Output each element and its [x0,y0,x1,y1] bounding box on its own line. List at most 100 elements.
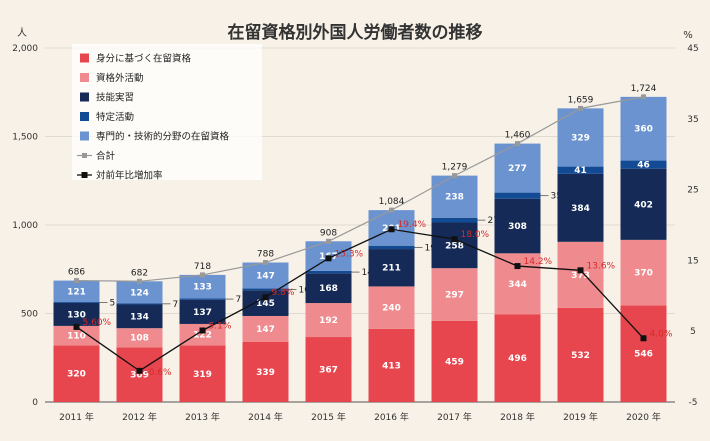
x-tick-label: 2012 年 [122,411,157,423]
bar-segment-label: 192 [319,316,338,326]
x-tick-label: 2018 年 [500,411,535,423]
y-axis-unit: 人 [17,27,27,39]
bar-segment [620,239,667,306]
bar-segment-label: 360 [634,125,653,135]
bar-segment [368,249,415,287]
bar-segment-label: 130 [67,310,86,320]
bar-segment-label: 240 [382,304,401,314]
bar-segment [242,288,289,291]
legend-swatch [80,112,89,121]
total-point [641,94,646,100]
y2-tick-label: 35 [687,115,698,125]
bar-segment [620,96,667,161]
bar-segment-label: 277 [508,164,527,174]
bar-segment [557,166,604,174]
bar-segment-label: 147 [256,325,275,335]
bar-segment-label: 402 [634,200,653,210]
total-point [515,141,520,147]
bar-segment-label: 320 [67,370,86,380]
bar-segment-label: 122 [193,331,212,341]
x-tick-label: 2011 年 [59,411,94,423]
total-point [200,272,205,278]
y2-tick-label: 5 [690,327,696,337]
bar-segment [557,241,604,308]
total-point [389,207,394,213]
bar-segment-label: 319 [193,370,212,380]
bar-segment-label: 134 [130,312,149,322]
growth-line: 5.60% -0.6% 5.1% 9.8% 15.3% 19.4% 18.0% 14.2% 13… [73,220,673,378]
total-label: 1,659 [568,95,594,105]
total-line: 686 682 718 788 908 1,084 1,279 1,460 1,659 1,724 [68,84,657,284]
bar-segment [431,217,478,223]
stacked-bars: 320 110 130 5 121 309 108 134 7 124 319 122 137 7 133 3… [53,96,667,402]
growth-label: 15.3% [335,249,364,259]
bar-segment-label: 133 [193,283,212,293]
bar-segment-label: 238 [445,193,464,203]
bar-segment [179,298,226,300]
total-label: 718 [194,262,211,272]
legend-box [72,44,262,180]
growth-label: 19.4% [398,220,427,230]
bar-segment-label: 19 [425,243,437,253]
growth-label: 9.8% [272,288,295,298]
bar-segment [53,345,100,402]
total-point [74,278,79,284]
legend-marker-total [82,153,87,158]
bar-segment [242,262,289,289]
bar-segment [305,303,352,338]
growth-point [640,335,647,342]
y-tick-label: 0 [32,398,38,408]
chart-title: 在留資格別外国人労働者数の推移 [228,22,483,43]
bar-segment-label: 258 [445,241,464,251]
bar-segment [494,314,541,402]
growth-point [325,255,332,262]
bar-segment-label: 10 [299,285,311,295]
x-tick-label: 2020 年 [626,411,661,423]
bar-segment [53,302,100,326]
bar-segment-label: 373 [571,271,590,281]
total-point [326,238,331,244]
bar-segment-label: 384 [571,204,590,214]
bar-segment-label: 168 [319,284,338,294]
bar-segment-label: 459 [445,357,464,367]
bar-segment-label: 7 [236,295,242,305]
bar-segment [242,341,289,402]
bar-segment [53,325,100,346]
y2-tick-label: 45 [687,44,698,54]
total-series-line [76,96,644,282]
total-label: 686 [68,268,85,278]
bar-segment [116,281,163,304]
legend-swatch [80,73,89,82]
bar-segment [305,337,352,402]
bar-segment-label: 370 [634,269,653,279]
bar-segment [116,304,163,329]
legend-swatch [80,92,89,102]
bar-segment [620,160,667,169]
bar-segment [368,245,415,250]
legend: 身分に基づく在留資格資格外活動技能実習特定活動専門的・技術的分野の在留資格合計対… [72,44,262,182]
bar-segment [431,268,478,321]
bar-segment-label: 546 [634,350,653,360]
y-tick-label: 500 [21,310,38,320]
legend-label: 特定活動 [96,111,134,123]
growth-label: -0.6% [146,368,173,378]
bar-segment-label: 145 [256,299,275,309]
bar-segment-label: 496 [508,354,527,364]
bar-segment [242,315,289,342]
bar-segment [368,286,415,329]
total-label: 908 [320,228,337,238]
y2-tick-label: 15 [687,256,698,266]
legend-swatch [80,53,89,63]
bar-segment [305,270,352,274]
bar-segment [116,347,163,402]
total-label: 682 [131,268,148,278]
growth-point [514,263,521,270]
bar-segment-label: 308 [508,222,527,232]
x-axis-ticks: 2011 年 2012 年 2013 年 2014 年 2015 年 2016 年 2017… [59,411,661,423]
legend-label: 技能実習 [96,92,134,104]
bar-segment [116,303,163,305]
legend-marker-growth [81,172,88,178]
growth-label: 5.60% [83,318,112,328]
